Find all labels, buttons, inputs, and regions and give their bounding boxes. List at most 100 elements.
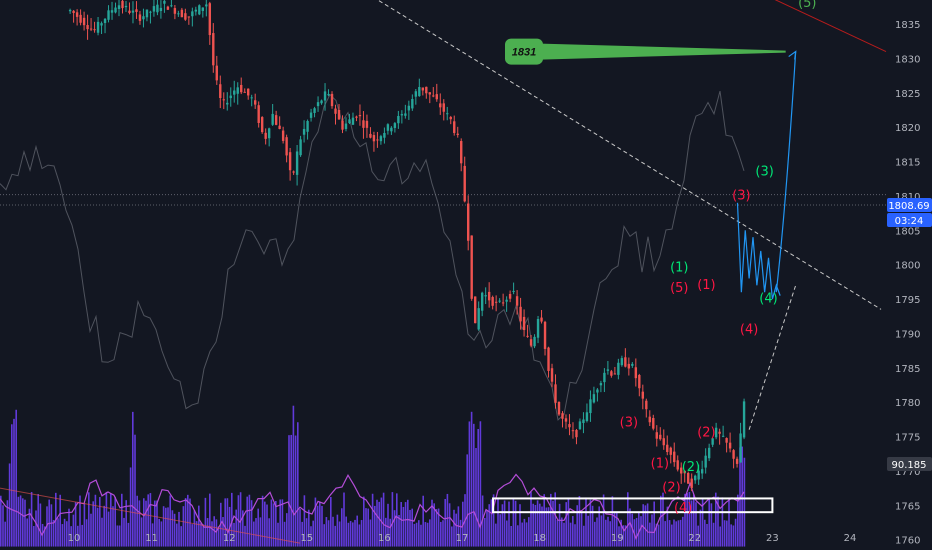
candle-body bbox=[446, 113, 449, 115]
volume-bar bbox=[589, 499, 592, 547]
volume-bar bbox=[24, 499, 26, 547]
volume-bar bbox=[712, 522, 715, 547]
volume-bar bbox=[327, 520, 330, 547]
candle-body bbox=[460, 141, 463, 164]
volume-bar bbox=[0, 495, 2, 547]
candle-body bbox=[253, 100, 257, 105]
volume-bar bbox=[330, 497, 332, 547]
candle-body bbox=[247, 88, 250, 96]
countdown-label: 03:24 bbox=[895, 216, 924, 227]
volume-bar bbox=[314, 497, 317, 547]
volume-bar bbox=[400, 502, 402, 547]
volume-bar bbox=[690, 500, 693, 547]
volume-bar bbox=[290, 434, 292, 547]
candle-body bbox=[477, 308, 480, 330]
time-tick-label: 10 bbox=[68, 533, 81, 544]
volume-bar bbox=[591, 505, 594, 547]
candle-body bbox=[613, 373, 617, 375]
volume-bar bbox=[143, 498, 145, 547]
time-tick-label: 11 bbox=[145, 533, 158, 544]
volume-bar bbox=[30, 491, 33, 547]
volume-bar bbox=[682, 516, 684, 547]
volume-bar bbox=[85, 519, 88, 547]
target-callout[interactable]: 1831 bbox=[505, 38, 786, 65]
volume-bar bbox=[624, 525, 627, 547]
volume-bar bbox=[697, 525, 699, 547]
volume-bar bbox=[741, 446, 743, 547]
candle-body bbox=[687, 472, 690, 484]
volume-bar bbox=[580, 511, 583, 547]
candle-body bbox=[589, 399, 592, 414]
volume-bar bbox=[246, 496, 248, 547]
candle-body bbox=[582, 419, 585, 424]
candle-body bbox=[707, 447, 711, 459]
candle-body bbox=[96, 21, 100, 33]
volume-bar bbox=[433, 503, 435, 547]
volume-bar bbox=[706, 523, 708, 547]
volume-bar bbox=[448, 503, 451, 547]
candle-body bbox=[117, 5, 121, 10]
price-tick-label: 1825 bbox=[895, 89, 920, 100]
volume-bar bbox=[99, 497, 101, 547]
volume-bar bbox=[730, 524, 732, 547]
volume-bar bbox=[231, 492, 233, 547]
candles bbox=[68, 0, 746, 492]
volume-bar bbox=[600, 515, 603, 547]
volume-bar bbox=[728, 499, 730, 547]
candle-body bbox=[376, 139, 379, 141]
candle-body bbox=[205, 4, 208, 7]
volume-bar bbox=[470, 411, 473, 547]
volume-bar bbox=[365, 508, 367, 547]
candle-body bbox=[397, 115, 400, 124]
candle-body bbox=[512, 290, 515, 292]
candle-body bbox=[379, 136, 383, 142]
volume-bar bbox=[125, 500, 127, 547]
price-tick-label: 1780 bbox=[895, 398, 920, 409]
volume-bar bbox=[585, 497, 587, 547]
candle-body bbox=[742, 401, 746, 438]
volume-bar bbox=[704, 519, 706, 547]
volume-bar bbox=[393, 510, 396, 547]
volume-bar bbox=[506, 520, 508, 547]
volume-bar bbox=[37, 494, 39, 547]
volume-bar bbox=[92, 501, 94, 547]
volume-bar bbox=[4, 521, 6, 547]
projection-arrow bbox=[775, 51, 797, 293]
grid bbox=[0, 194, 886, 206]
volume-bar bbox=[668, 520, 671, 547]
candle-body bbox=[725, 438, 728, 443]
candle-body bbox=[680, 467, 683, 474]
candle-body bbox=[585, 412, 589, 421]
candle-body bbox=[351, 117, 355, 125]
candle-body bbox=[135, 9, 138, 12]
candle-body bbox=[690, 478, 693, 488]
volume-bar bbox=[468, 421, 471, 547]
candle-body bbox=[669, 447, 672, 455]
candle-body bbox=[341, 120, 344, 130]
candle-body bbox=[390, 127, 393, 132]
wave-label: (2) bbox=[662, 481, 680, 496]
volume-bar bbox=[413, 523, 416, 547]
volume-bar bbox=[70, 526, 72, 547]
candle-body bbox=[152, 6, 156, 12]
volume-bar bbox=[451, 526, 453, 547]
candle-body bbox=[648, 416, 651, 423]
time-tick-label: 19 bbox=[611, 533, 624, 544]
volume-bar bbox=[561, 517, 563, 547]
volume-bar bbox=[508, 501, 510, 547]
candle-body bbox=[219, 84, 222, 99]
volume-bar bbox=[550, 493, 552, 547]
volume-bar bbox=[336, 514, 339, 547]
volume-bar bbox=[127, 522, 130, 547]
candle-body bbox=[508, 293, 512, 299]
volume-bar bbox=[631, 513, 633, 547]
volume-bar bbox=[244, 525, 246, 547]
volume-bar bbox=[640, 516, 642, 547]
volume-bar bbox=[198, 505, 200, 547]
volume-bar bbox=[523, 518, 526, 547]
candle-body bbox=[704, 455, 707, 468]
candle-body bbox=[208, 3, 211, 36]
volume-bar bbox=[74, 502, 77, 547]
volume-bar bbox=[558, 503, 561, 547]
resistance-trend-line bbox=[774, 0, 887, 53]
